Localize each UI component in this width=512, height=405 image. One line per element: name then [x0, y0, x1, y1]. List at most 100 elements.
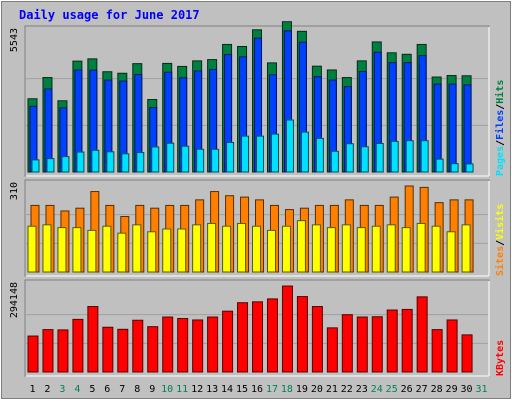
bar-sites-day-5 [87, 229, 97, 273]
bar-files-day-29 [448, 83, 457, 173]
bar-sites-day-18 [281, 225, 291, 273]
bar-sites-day-13 [207, 222, 217, 273]
bar-pages-day-28 [435, 158, 444, 173]
bar-sites-day-30 [461, 224, 471, 273]
series-kbytes [27, 285, 473, 373]
x-tick-label: 28 [431, 384, 443, 395]
bar-pages-day-19 [300, 131, 309, 173]
legend-entry: Pages [495, 146, 506, 176]
bar-sites-day-6 [102, 225, 112, 273]
bar-sites-day-4 [72, 227, 82, 273]
panel-legend: Pages/Files/Hits [494, 80, 506, 176]
bar-sites-day-29 [446, 231, 456, 273]
x-tick-label: 23 [356, 384, 368, 395]
bar-sites-day-20 [311, 224, 321, 273]
x-tick-label: 19 [296, 384, 308, 395]
bar-kbytes-day-11 [177, 317, 189, 373]
bar-pages-day-6 [106, 151, 115, 173]
bar-pages-day-12 [196, 148, 205, 173]
bar-pages-day-16 [256, 135, 265, 173]
bar-kbytes-day-6 [102, 326, 114, 373]
x-tick-label: 31 [475, 384, 487, 395]
bar-kbytes-day-14 [222, 310, 234, 373]
series-files [29, 30, 472, 173]
bar-sites-day-11 [177, 228, 187, 273]
bar-kbytes-day-7 [117, 328, 129, 373]
x-tick-label: 2 [44, 384, 50, 395]
legend-entry: / [495, 240, 506, 246]
bar-kbytes-day-5 [87, 306, 99, 373]
bar-pages-day-27 [420, 140, 429, 173]
panel-legend: Sites/Visits [494, 204, 506, 276]
x-tick-label: 18 [281, 384, 293, 395]
bar-sites-day-9 [147, 231, 157, 273]
bar-kbytes-day-1 [27, 335, 39, 373]
panel-visits-sites: 310 Sites/Visits [9, 179, 506, 277]
x-tick-label: 13 [206, 384, 218, 395]
bar-kbytes-day-17 [266, 298, 278, 373]
legend-entry: / [495, 104, 506, 110]
bar-sites-day-23 [356, 227, 366, 273]
bar-pages-day-1 [31, 159, 40, 173]
bar-pages-day-29 [450, 163, 459, 173]
bar-pages-day-11 [181, 145, 190, 173]
bar-pages-day-4 [76, 151, 85, 173]
bar-kbytes-day-27 [416, 296, 428, 373]
chart-title: Daily usage for June 2017 [19, 8, 200, 22]
bar-pages-day-13 [211, 148, 220, 173]
bar-sites-day-16 [252, 225, 262, 273]
bar-kbytes-day-3 [57, 329, 69, 373]
panel-kbytes: 294148 KBytes [9, 279, 506, 377]
bar-pages-day-20 [315, 137, 324, 173]
bar-pages-day-10 [166, 142, 175, 173]
bar-sites-day-10 [162, 228, 172, 273]
legend-entry: KBytes [495, 340, 506, 376]
x-tick-label: 26 [401, 384, 413, 395]
bar-sites-day-1 [27, 225, 37, 273]
bar-sites-day-19 [296, 220, 306, 273]
bar-sites-day-25 [386, 224, 396, 273]
x-axis-labels: 1 2 3 4 5 6 7 8 9 10 11 12 13 14 15 16 17 18 19 20 21 22 23 24 2… [29, 384, 487, 395]
bar-sites-day-15 [237, 222, 247, 273]
bar-pages-day-26 [405, 140, 414, 173]
bar-pages-day-14 [226, 141, 235, 173]
bar-pages-day-21 [330, 150, 339, 173]
bar-files-day-30 [463, 84, 472, 173]
bar-kbytes-day-8 [132, 319, 144, 373]
x-tick-label: 12 [191, 384, 203, 395]
chart-border-dark [1, 1, 511, 399]
bar-kbytes-day-4 [72, 318, 84, 373]
bar-sites-day-8 [132, 224, 142, 273]
bar-pages-day-24 [375, 142, 384, 173]
series-pages [31, 119, 474, 173]
bar-sites-day-17 [266, 229, 276, 273]
bar-kbytes-day-28 [431, 329, 443, 373]
bar-pages-day-15 [241, 135, 250, 173]
bar-pages-day-25 [390, 140, 399, 173]
x-tick-label: 5 [89, 384, 95, 395]
x-tick-label: 25 [386, 384, 398, 395]
legend-entry: Sites [494, 246, 506, 276]
bar-pages-day-23 [360, 146, 369, 173]
x-tick-label: 6 [104, 384, 110, 395]
legend-entry: Hits [494, 80, 506, 104]
x-tick-label: 24 [371, 384, 383, 395]
bar-pages-day-17 [270, 133, 279, 173]
bar-kbytes-day-30 [461, 334, 473, 373]
bar-pages-day-5 [91, 149, 100, 173]
bar-kbytes-day-15 [237, 302, 249, 373]
bar-pages-day-7 [121, 153, 130, 173]
bar-kbytes-day-26 [401, 308, 413, 373]
legend-entry: / [495, 140, 506, 146]
bar-sites-day-24 [371, 225, 381, 273]
bar-kbytes-day-9 [147, 326, 159, 373]
bar-kbytes-day-21 [326, 327, 338, 373]
x-tick-label: 14 [221, 384, 233, 395]
bar-sites-day-2 [42, 224, 52, 273]
bar-pages-day-22 [345, 143, 354, 173]
bar-pages-day-2 [46, 158, 55, 173]
bar-pages-day-3 [61, 156, 70, 173]
bar-kbytes-day-20 [311, 306, 323, 373]
